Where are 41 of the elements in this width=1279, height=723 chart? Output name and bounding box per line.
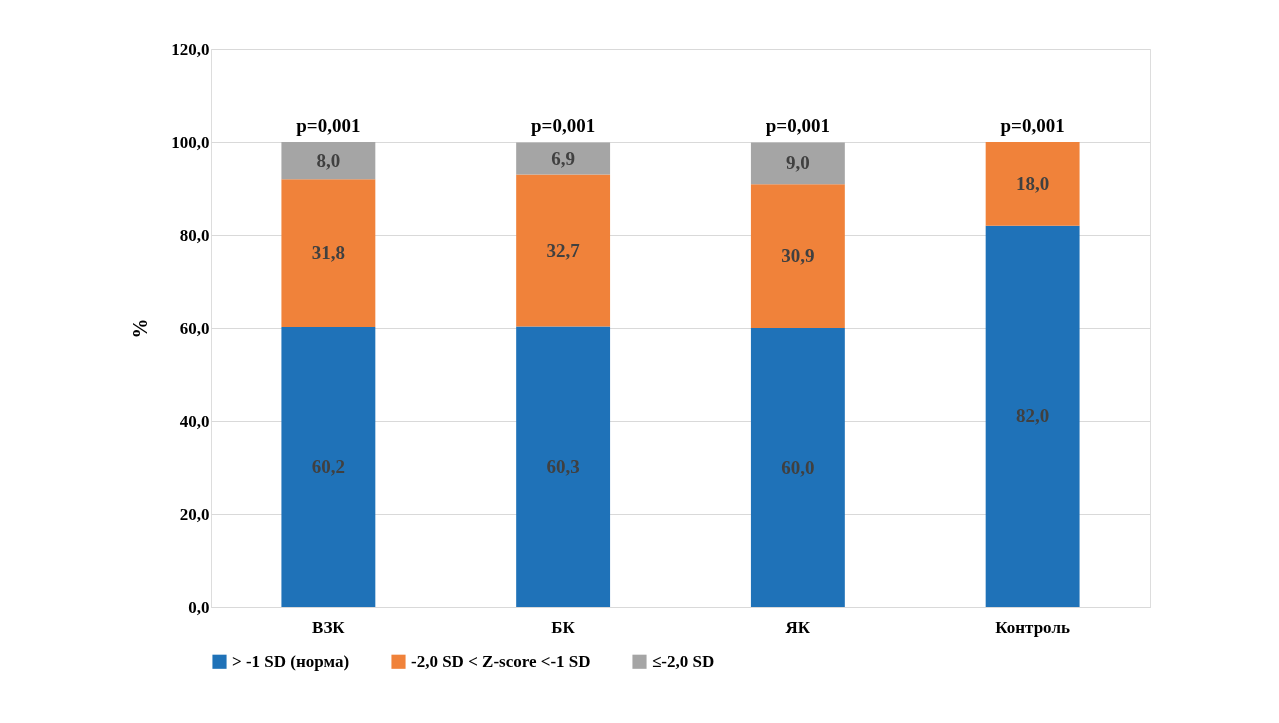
x-tick-label: ВЗК bbox=[312, 617, 346, 637]
bar bbox=[750, 328, 845, 607]
data-label: 32,7 bbox=[546, 239, 581, 261]
data-label: 30,9 bbox=[781, 245, 815, 267]
bar bbox=[985, 142, 1080, 226]
annotation: p=0,001 bbox=[531, 115, 596, 137]
annotation: p=0,001 bbox=[765, 115, 830, 137]
data-label: 8,0 bbox=[316, 149, 341, 171]
data-label: 60,2 bbox=[311, 456, 345, 478]
legend-label: > -1 SD (норма) bbox=[232, 651, 350, 671]
y-tick-label: 0,0 bbox=[188, 597, 210, 617]
annotation: p=0,001 bbox=[296, 115, 361, 136]
bar bbox=[516, 142, 611, 175]
data-label: 60,3 bbox=[546, 455, 580, 477]
annotation: p=0,001 bbox=[1000, 115, 1065, 136]
data-label: 60,0 bbox=[781, 456, 815, 478]
bar bbox=[281, 142, 376, 180]
y-tick-label: 60,0 bbox=[179, 318, 210, 338]
y-tick-label: 120,0 bbox=[171, 39, 210, 59]
data-label: 6,9 bbox=[551, 147, 575, 169]
bar bbox=[985, 225, 1080, 607]
y-tick-label: 40,0 bbox=[179, 411, 210, 431]
y-tick-label: 80,0 bbox=[179, 225, 210, 245]
y-tick-label: 100,0 bbox=[171, 132, 210, 152]
data-label: 18,0 bbox=[1016, 172, 1050, 194]
legend-label: -2,0 SD < Z-score <-1 SD bbox=[411, 651, 591, 671]
y-axis-title: % bbox=[129, 318, 152, 339]
legend-label: ≤-2,0 SD bbox=[652, 651, 715, 671]
bar bbox=[516, 326, 611, 607]
x-tick-label: Контроль bbox=[995, 617, 1070, 637]
bar bbox=[516, 174, 611, 327]
data-label: 9,0 bbox=[786, 152, 810, 174]
data-label: 31,8 bbox=[311, 242, 345, 264]
bar bbox=[750, 142, 845, 185]
bar bbox=[750, 184, 845, 328]
bar bbox=[281, 179, 376, 328]
data-label: 82,0 bbox=[1016, 405, 1050, 427]
x-tick-label: БК bbox=[551, 617, 576, 637]
bar bbox=[281, 327, 376, 607]
x-tick-label: ЯК bbox=[785, 617, 811, 637]
y-tick-label: 20,0 bbox=[179, 504, 210, 524]
